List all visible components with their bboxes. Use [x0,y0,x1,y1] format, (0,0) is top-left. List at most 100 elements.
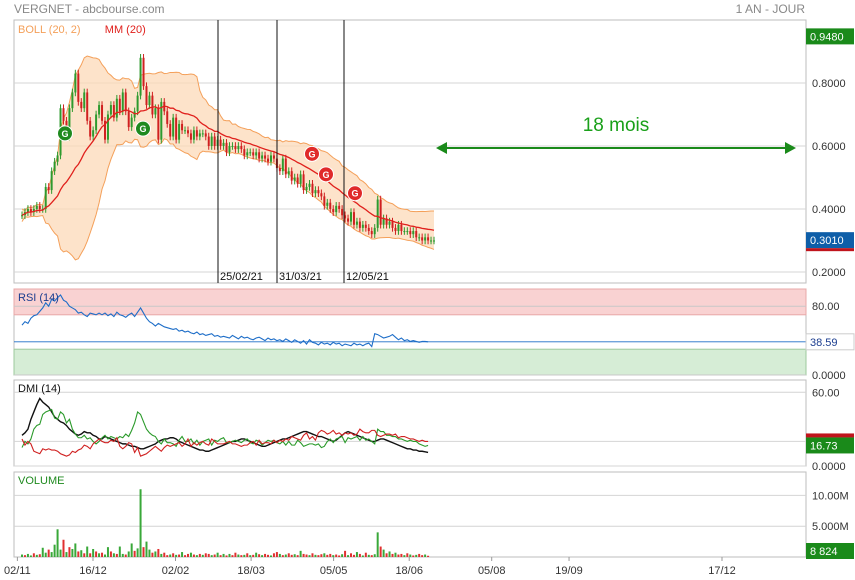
candle-body [219,139,222,146]
x-tick-label: 18/03 [237,565,265,577]
candle-body [284,158,287,175]
volume-bar [376,532,379,557]
candle-body [278,168,281,172]
volume-bar [142,547,145,557]
candle-body [249,152,252,154]
signal-label: G [322,170,329,180]
volume-bar [284,554,287,557]
candle-body [210,136,213,146]
volume-bar [355,552,358,557]
candle-body [379,199,382,225]
volume-bar [101,552,104,557]
candle-body [50,171,53,191]
candle-body [130,117,133,128]
candle-body [433,240,435,242]
volume-bar [317,555,320,557]
candle-body [370,231,373,235]
candle-body [109,105,112,115]
volume-bar [181,552,184,557]
volume-bar [367,554,370,557]
candle-body [21,215,23,217]
volume-bar [358,553,361,557]
x-tick-label: 17/12 [708,565,736,577]
chart-title: VERGNET - abcbourse.com [14,2,165,16]
volume-bar [406,553,409,557]
panel-frame [13,19,807,284]
volume-bar [403,555,406,557]
candle-body [267,158,270,162]
volume-bar [231,555,234,557]
signal-badge [318,166,334,183]
candle-body [175,117,178,140]
volume-bar [290,554,293,557]
y-tick-label: 10.00M [812,490,849,502]
volume-value-text: 8 824 [810,546,838,558]
candle-body [385,218,388,225]
volume-bar [427,555,430,557]
volume-bar [95,551,98,557]
volume-bar [255,552,258,557]
candle-body [154,108,157,115]
volume-bar [47,549,50,557]
volume-bar [350,553,353,557]
volume-bar [71,548,74,557]
dmi-line-2 [21,428,429,457]
candle-body [329,202,332,209]
candle-body [148,95,151,106]
candle-body [421,237,424,241]
candle-body [264,155,267,159]
bollinger-lower [21,138,435,261]
moving-average-line [21,105,435,231]
dmi-value-badge [806,437,854,454]
signal-badge [347,185,363,202]
candle-body [308,183,311,187]
candle-body [367,227,370,232]
x-tick-label: 02/02 [162,565,190,577]
dmi-value-text: 16.73 [810,440,838,452]
volume-bar [175,554,178,557]
volume-bar [189,552,192,557]
volume-bar [379,546,382,557]
volume-bar [21,554,23,557]
candle-body [184,130,187,132]
volume-bar [115,553,118,557]
candle-body [71,92,74,109]
candle-body [281,158,284,172]
candle-body [47,186,50,191]
signal-label: G [351,189,358,199]
y-tick-label: 60.00 [812,387,840,399]
volume-bar [424,554,427,557]
candle-body [317,190,320,194]
candle-body [243,149,246,156]
volume-bar [98,553,101,557]
candle-body [314,190,317,194]
candle-body [32,208,35,213]
candle-body [95,114,98,131]
candle-body [77,73,80,102]
volume-bar [92,548,95,557]
legend-entry: DMI (14) [18,383,61,395]
candle-body [323,196,326,206]
volume-bar [44,552,47,557]
candle-body [293,177,296,181]
volume-bar [172,553,175,557]
y-tick-label: 80.00 [812,301,840,313]
volume-bar [68,547,71,557]
candle-body [237,145,240,150]
candle-body [62,108,65,121]
y-tick-label: 0.2000 [812,267,846,279]
volume-bar [293,554,296,557]
vertical-marker-label: 25/02/21 [220,271,263,283]
period-label[interactable]: 1 AN - JOUR [735,2,805,16]
volume-bar [163,552,166,557]
volume-bar [213,554,216,557]
volume-bar [225,555,228,557]
volume-bar [56,529,59,557]
candle-body [290,171,293,181]
y-tick-label: 0.6000 [812,141,846,153]
candle-body [412,231,415,235]
candle-body [118,98,121,112]
volume-bar [320,554,323,557]
legend-entry: VOLUME [18,475,64,487]
volume-bar [361,555,364,557]
